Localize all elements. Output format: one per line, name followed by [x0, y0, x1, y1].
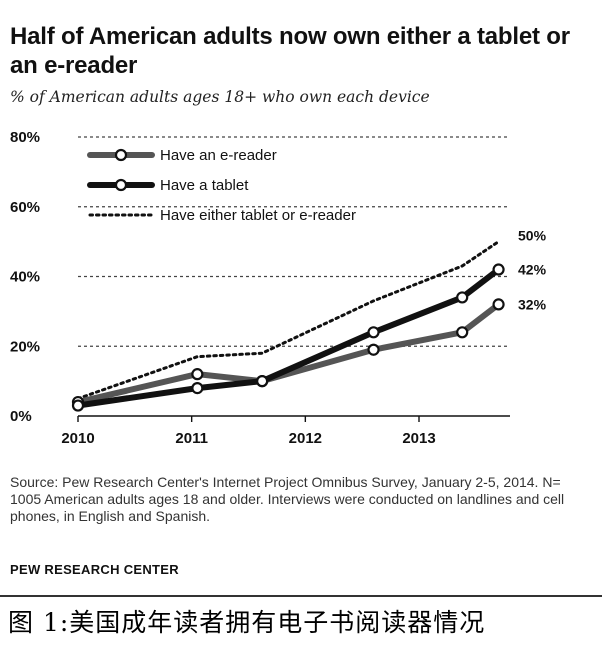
- legend-label: Have an e-reader: [160, 147, 277, 164]
- legend-marker: [114, 148, 128, 162]
- series-line-have-a-tablet: [75, 266, 502, 409]
- series-line-have-either-tablet-or-e-reader: [76, 240, 501, 401]
- data-point: [367, 343, 380, 356]
- data-point: [71, 399, 85, 412]
- data-point: [456, 291, 469, 304]
- data-point: [492, 298, 505, 311]
- x-tick-label: 2010: [61, 430, 94, 447]
- data-point: [492, 263, 505, 276]
- series-line-have-an-e-reader: [75, 301, 502, 406]
- end-value-label: 32%: [518, 296, 547, 312]
- x-tick-label: 2012: [289, 430, 322, 447]
- y-tick-label: 40%: [10, 269, 40, 286]
- end-value-label: 50%: [518, 228, 547, 244]
- figure-caption: 图 1:美国成年读者拥有电子书阅读器情况: [8, 608, 486, 637]
- data-point: [456, 326, 469, 339]
- chart-title: Half of American adults now own either a…: [10, 23, 570, 79]
- source-note: Source: Pew Research Center's Internet P…: [10, 474, 565, 524]
- brand-label: PEW RESEARCH CENTER: [10, 562, 179, 577]
- legend-label: Have either tablet or e-reader: [160, 207, 356, 224]
- data-point: [256, 375, 269, 388]
- y-tick-label: 20%: [10, 338, 40, 355]
- y-tick-label: 60%: [10, 199, 40, 216]
- data-point: [191, 368, 204, 381]
- end-value-label: 42%: [518, 262, 547, 278]
- data-point: [367, 326, 380, 339]
- caption-band: [0, 595, 602, 645]
- legend-marker: [114, 178, 128, 192]
- x-tick-label: 2013: [402, 430, 435, 447]
- y-tick-label: 80%: [10, 129, 40, 146]
- y-tick-label: 0%: [10, 408, 32, 425]
- chart-subtitle: % of American adults ages 18+ who own ea…: [10, 88, 430, 106]
- line-chart: 0% 20% 40% 60% 80% 2010 2011 2012 2013 32% 42% 50% H…: [10, 129, 547, 447]
- x-tick-label: 2011: [175, 430, 208, 447]
- data-point: [191, 382, 204, 395]
- legend-label: Have a tablet: [160, 177, 249, 194]
